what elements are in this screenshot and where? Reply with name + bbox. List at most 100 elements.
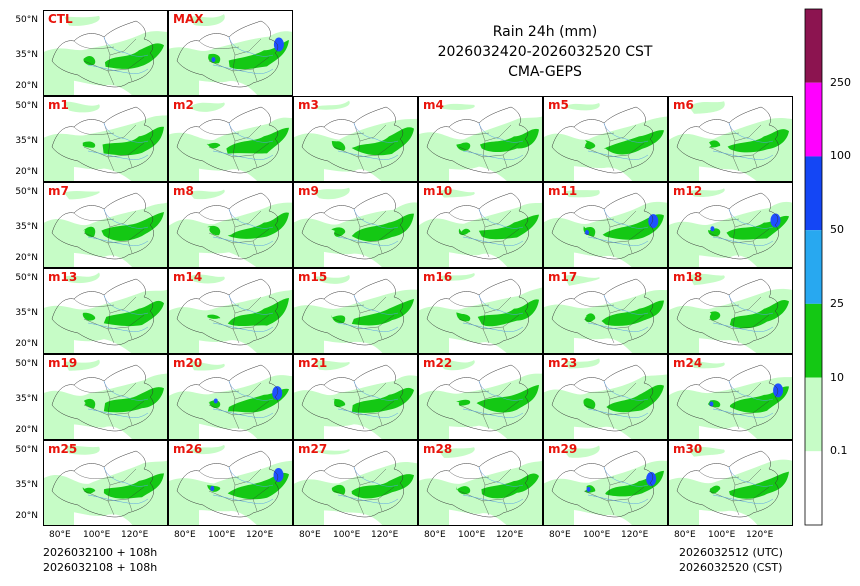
panel-label: m4 [423, 98, 444, 112]
lon-tick-label: 100°E [583, 530, 611, 540]
map-panel-m29: m29 [543, 440, 668, 526]
lon-tick-label: 120°E [496, 530, 524, 540]
map-panel-m12: m12 [668, 182, 793, 268]
map-panel-m13: m13 [43, 268, 168, 354]
colorbar-level-label: 250 [830, 75, 851, 89]
map-panel-m24: m24 [668, 354, 793, 440]
map-panel-m1: m1 [43, 96, 168, 182]
panel-label: m7 [48, 184, 69, 198]
colorbar-level-label: 0.1 [830, 444, 848, 458]
lon-tick-label: 100°E [208, 530, 236, 540]
lon-tick-label: 100°E [83, 530, 111, 540]
map-panel-m20: m20 [168, 354, 293, 440]
lon-tick-label: 80°E [174, 530, 196, 540]
map-panel-m28: m28 [418, 440, 543, 526]
colorbar-level-label: 100 [830, 149, 851, 163]
map-panel-m15: m15 [293, 268, 418, 354]
map-panel-m6: m6 [668, 96, 793, 182]
panel-label: m30 [673, 442, 703, 456]
panel-label: m15 [298, 270, 328, 284]
lat-tick-label: 35°N [15, 136, 38, 146]
footer-valid-utc: 2026032512 (UTC) [679, 546, 783, 559]
footer-valid-cst: 2026032520 (CST) [679, 561, 783, 574]
colorbar-segment [805, 82, 822, 157]
lat-tick-label: 50°N [15, 15, 38, 25]
lat-tick-label: 20°N [15, 339, 38, 349]
map-panel-m21: m21 [293, 354, 418, 440]
lon-tick-label: 100°E [708, 530, 736, 540]
panel-label: m28 [423, 442, 453, 456]
panel-label: m16 [423, 270, 453, 284]
lat-tick-label: 20°N [15, 253, 38, 263]
panel-label: m1 [48, 98, 69, 112]
panel-label: m2 [173, 98, 194, 112]
map-panel-m22: m22 [418, 354, 543, 440]
panel-label: m18 [673, 270, 703, 284]
map-panel-m30: m30 [668, 440, 793, 526]
lon-tick-label: 100°E [333, 530, 361, 540]
panel-label: m19 [48, 356, 78, 370]
lon-tick-label: 80°E [299, 530, 321, 540]
lat-tick-label: 20°N [15, 167, 38, 177]
lon-tick-label: 100°E [458, 530, 486, 540]
lat-tick-label: 20°N [15, 81, 38, 91]
map-panel-m17: m17 [543, 268, 668, 354]
panel-label: m24 [673, 356, 703, 370]
panel-label: m17 [548, 270, 578, 284]
panel-label: m22 [423, 356, 453, 370]
panel-label: m12 [673, 184, 703, 198]
panel-label: m13 [48, 270, 78, 284]
colorbar [804, 8, 823, 526]
map-panel-m26: m26 [168, 440, 293, 526]
footer-init-cst: 2026032108 + 108h [43, 561, 158, 574]
map-panel-m7: m7 [43, 182, 168, 268]
panel-label: m26 [173, 442, 203, 456]
colorbar-segment [805, 451, 822, 525]
panel-label: m5 [548, 98, 569, 112]
panel-label: m10 [423, 184, 453, 198]
panel-label: m3 [298, 98, 319, 112]
panel-label: m8 [173, 184, 194, 198]
colorbar-segment [805, 303, 822, 378]
colorbar-segment [805, 377, 822, 452]
colorbar-segment [805, 156, 822, 231]
map-panel-m11: m11 [543, 182, 668, 268]
footer-init-utc: 2026032100 + 108h [43, 546, 158, 559]
map-panel-m16: m16 [418, 268, 543, 354]
map-panel-m27: m27 [293, 440, 418, 526]
lat-tick-label: 35°N [15, 50, 38, 60]
lat-tick-label: 35°N [15, 394, 38, 404]
lat-tick-label: 35°N [15, 222, 38, 232]
lon-tick-label: 120°E [121, 530, 149, 540]
lat-tick-label: 50°N [15, 187, 38, 197]
panel-label: m21 [298, 356, 328, 370]
lon-tick-label: 80°E [549, 530, 571, 540]
panel-label: CTL [48, 12, 73, 26]
lon-tick-label: 80°E [49, 530, 71, 540]
map-panel-m18: m18 [668, 268, 793, 354]
title-period: 2026032420-2026032520 CST [437, 44, 653, 60]
colorbar-level-label: 10 [830, 370, 844, 384]
lat-tick-label: 20°N [15, 425, 38, 435]
panel-label: m14 [173, 270, 203, 284]
panel-label: MAX [173, 12, 204, 26]
title-model: CMA-GEPS [508, 64, 582, 80]
lon-tick-label: 120°E [746, 530, 774, 540]
lon-tick-label: 120°E [621, 530, 649, 540]
lat-tick-label: 35°N [15, 480, 38, 490]
map-panel-m2: m2 [168, 96, 293, 182]
panel-label: m27 [298, 442, 328, 456]
lat-tick-label: 50°N [15, 101, 38, 111]
lat-tick-label: 50°N [15, 359, 38, 369]
lat-tick-label: 20°N [15, 511, 38, 521]
map-panel-m9: m9 [293, 182, 418, 268]
map-panel-m14: m14 [168, 268, 293, 354]
panel-label: m9 [298, 184, 319, 198]
map-panel-m4: m4 [418, 96, 543, 182]
colorbar-level-label: 25 [830, 296, 844, 310]
map-panel-m23: m23 [543, 354, 668, 440]
lon-tick-label: 120°E [246, 530, 274, 540]
map-panel-m10: m10 [418, 182, 543, 268]
map-panel-ctl: CTL [43, 10, 168, 96]
